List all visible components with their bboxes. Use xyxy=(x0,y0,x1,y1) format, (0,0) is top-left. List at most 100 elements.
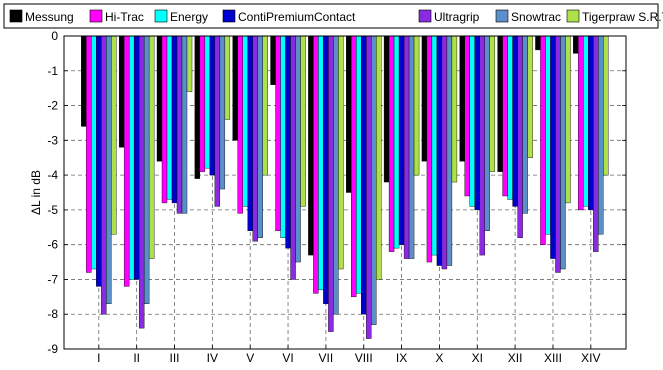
legend-swatch xyxy=(89,9,103,23)
x-tick-label: VIII xyxy=(355,351,373,365)
x-tick-label: XI xyxy=(472,351,483,365)
bar-snowtrac-iii xyxy=(181,35,188,214)
bar-contipremiumcontact-ii xyxy=(133,35,140,280)
bar-snowtrac-ii xyxy=(143,35,150,304)
bar-ultragrip-vii xyxy=(328,35,334,332)
bar-tigerpraw-s-r-t-t--ii xyxy=(148,35,155,259)
bar-messung-ix xyxy=(383,35,390,183)
bar-contipremiumcontact-x xyxy=(436,35,443,266)
bar-contipremiumcontact-vii xyxy=(323,35,329,304)
bar-snowtrac-x xyxy=(446,35,453,266)
bar-ultragrip-i xyxy=(101,35,107,315)
bar-messung-xii xyxy=(497,35,503,172)
bar-ultragrip-viii xyxy=(366,35,372,339)
bar-ultragrip-xii xyxy=(517,35,523,238)
x-tick-label: X xyxy=(435,351,443,365)
bar-contipremiumcontact-i xyxy=(96,35,102,287)
bar-contipremiumcontact-iii xyxy=(171,35,178,204)
x-tick-label: V xyxy=(246,351,254,365)
legend-label: Ultragrip xyxy=(434,10,480,24)
bar-hi-trac-vi xyxy=(275,35,281,231)
bar-energy-ii xyxy=(128,35,135,280)
bar-snowtrac-v xyxy=(257,35,263,238)
bar-energy-vii xyxy=(318,35,324,291)
bar-energy-x xyxy=(431,35,438,256)
legend-swatch xyxy=(495,9,509,23)
legend-swatch xyxy=(222,9,236,23)
x-tick-label: XIII xyxy=(544,351,562,365)
bar-ultragrip-ix xyxy=(403,35,410,259)
bar-energy-i xyxy=(91,35,97,270)
x-tick-label: VI xyxy=(282,351,293,365)
bar-ultragrip-x xyxy=(441,35,448,270)
bar-energy-ix xyxy=(393,35,400,249)
bar-tigerpraw-s-r-t-t--iv xyxy=(224,35,231,120)
bar-energy-xi xyxy=(469,35,475,207)
legend-label: Snowtrac xyxy=(511,10,561,24)
bar-tigerpraw-s-r-t-t--xiii xyxy=(565,35,571,204)
legend-swatch xyxy=(9,9,23,23)
bar-contipremiumcontact-v xyxy=(247,35,253,231)
bar-hi-trac-v xyxy=(237,35,243,214)
y-tick-label: -4 xyxy=(47,168,58,182)
legend-swatch xyxy=(154,9,168,23)
bar-contipremiumcontact-xii xyxy=(512,35,518,207)
bar-contipremiumcontact-xi xyxy=(474,35,480,211)
bar-contipremiumcontact-ix xyxy=(398,35,405,245)
bar-snowtrac-xiv xyxy=(598,35,604,235)
bar-ultragrip-xiv xyxy=(593,35,599,252)
bar-tigerpraw-s-r-t-t--vi xyxy=(300,35,306,207)
y-tick-label: -1 xyxy=(47,64,58,78)
bar-hi-trac-ii xyxy=(123,35,130,287)
bar-messung-iii xyxy=(156,35,163,162)
bar-snowtrac-iv xyxy=(219,35,226,190)
x-tick-label: III xyxy=(169,351,179,365)
bar-tigerpraw-s-r-t-t--xi xyxy=(489,35,495,172)
bar-energy-iv xyxy=(204,35,211,169)
bar-tigerpraw-s-r-t-t--i xyxy=(111,35,117,235)
bar-contipremiumcontact-viii xyxy=(361,35,367,315)
bar-hi-trac-vii xyxy=(313,35,319,294)
bar-snowtrac-i xyxy=(106,35,112,304)
bar-hi-trac-ix xyxy=(388,35,395,252)
bar-ultragrip-vi xyxy=(290,35,296,280)
bar-snowtrac-vii xyxy=(333,35,339,315)
bar-energy-xii xyxy=(507,35,513,200)
bar-hi-trac-iv xyxy=(199,35,206,172)
bar-ultragrip-iii xyxy=(176,35,183,214)
x-tick-label: XII xyxy=(508,351,523,365)
bar-ultragrip-v xyxy=(252,35,258,242)
bar-ultragrip-ii xyxy=(138,35,145,329)
y-axis-label: ΔL in dB xyxy=(29,170,43,215)
x-tick-label: IV xyxy=(207,351,218,365)
y-tick-label: 0 xyxy=(51,29,58,43)
bar-contipremiumcontact-xiii xyxy=(550,35,556,259)
y-tick-label: -9 xyxy=(47,342,58,356)
bar-hi-trac-xi xyxy=(464,35,470,197)
bar-snowtrac-ix xyxy=(408,35,415,259)
bar-messung-xi xyxy=(459,35,465,162)
legend-label: Energy xyxy=(170,10,208,24)
y-tick-label: -2 xyxy=(47,99,58,113)
bar-messung-viii xyxy=(346,35,352,193)
bar-hi-trac-i xyxy=(86,35,92,273)
bar-tigerpraw-s-r-t-t--x xyxy=(451,35,458,183)
bar-tigerpraw-s-r-t-t--xiv xyxy=(603,35,609,176)
bar-snowtrac-xi xyxy=(484,35,490,231)
bar-messung-vii xyxy=(308,35,314,256)
bar-tigerpraw-s-r-t-t--ix xyxy=(413,35,420,176)
bar-messung-i xyxy=(81,35,87,127)
x-tick-label: II xyxy=(133,351,140,365)
bar-tigerpraw-s-r-t-t--v xyxy=(262,35,268,176)
bar-ultragrip-iv xyxy=(214,35,221,207)
plot-frame xyxy=(63,35,627,350)
y-tick-label: -6 xyxy=(47,238,58,252)
bar-messung-iv xyxy=(194,35,201,179)
x-tick-label: XIV xyxy=(581,351,600,365)
bar-hi-trac-xiii xyxy=(540,35,546,245)
y-tick-label: -8 xyxy=(47,307,58,321)
y-tick-label: -7 xyxy=(47,272,58,286)
legend-label: Messung xyxy=(25,10,74,24)
